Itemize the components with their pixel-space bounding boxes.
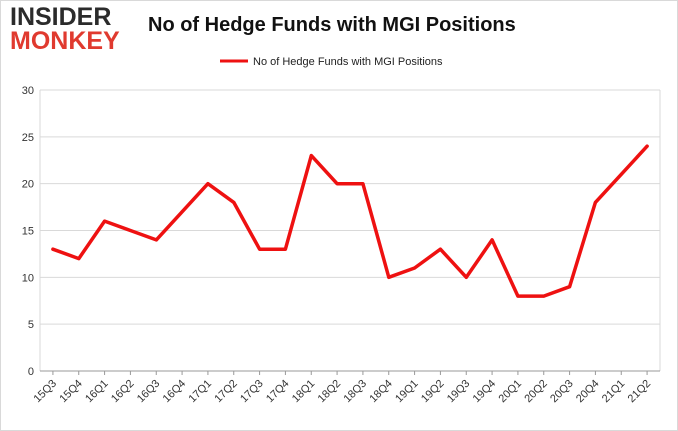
x-tick-label: 21Q2: [626, 378, 654, 406]
x-tick-label: 19Q3: [445, 378, 473, 406]
data-point: [464, 275, 468, 279]
x-tick-label: 16Q2: [109, 378, 137, 406]
x-tick-label: 15Q4: [57, 378, 85, 406]
x-tick-label: 17Q1: [187, 378, 215, 406]
insider-monkey-logo: INSIDER MONKEY: [10, 5, 128, 57]
y-tick-label: 0: [28, 366, 34, 378]
data-point: [516, 294, 520, 298]
x-tick-label: 20Q3: [548, 378, 576, 406]
data-point: [283, 247, 287, 251]
data-point: [438, 247, 442, 251]
data-point: [77, 257, 81, 261]
x-tick-label: 20Q4: [574, 378, 602, 406]
data-point: [387, 275, 391, 279]
data-point: [593, 200, 597, 204]
data-point: [180, 210, 184, 214]
x-tick-label: 17Q2: [212, 378, 240, 406]
data-point: [206, 182, 210, 186]
data-point: [619, 172, 623, 176]
data-point: [309, 154, 313, 158]
x-tick-label: 18Q1: [290, 378, 318, 406]
y-tick-label: 10: [22, 272, 34, 284]
data-point: [361, 182, 365, 186]
x-tick-label: 16Q3: [135, 378, 163, 406]
logo-line-2: MONKEY: [10, 27, 120, 55]
x-tick-label: 16Q4: [161, 378, 189, 406]
data-point: [232, 200, 236, 204]
data-point: [335, 182, 339, 186]
y-tick-label: 30: [22, 85, 34, 97]
x-tick-label: 20Q2: [522, 378, 550, 406]
x-tick-label: 15Q3: [32, 378, 60, 406]
data-point: [490, 238, 494, 242]
y-tick-label: 15: [22, 226, 34, 238]
x-tick-label: 18Q3: [342, 378, 370, 406]
data-point: [51, 247, 55, 251]
data-point: [568, 285, 572, 289]
x-tick-label: 19Q4: [471, 378, 499, 406]
data-point: [413, 266, 417, 270]
series-line: [51, 144, 649, 298]
logo-line-1: INSIDER: [10, 3, 112, 31]
x-tick-label: 18Q2: [316, 378, 344, 406]
data-point: [154, 238, 158, 242]
x-tick-label: 19Q2: [419, 378, 447, 406]
chart-title: No of Hedge Funds with MGI Positions: [148, 14, 516, 36]
y-tick-label: 20: [22, 179, 34, 191]
data-point: [103, 219, 107, 223]
data-point: [542, 294, 546, 298]
x-tick-label: 20Q1: [497, 378, 525, 406]
y-tick-label: 5: [28, 319, 34, 331]
x-tick-label: 21Q1: [600, 378, 628, 406]
x-tick-label: 16Q1: [83, 378, 111, 406]
x-tick-label: 17Q3: [238, 378, 266, 406]
y-tick-label: 25: [22, 132, 34, 144]
x-tick-label: 18Q4: [367, 378, 395, 406]
x-tick-label: 19Q1: [393, 378, 421, 406]
data-point: [258, 247, 262, 251]
legend-label: No of Hedge Funds with MGI Positions: [253, 56, 443, 68]
data-point: [645, 144, 649, 148]
data-point: [128, 229, 132, 232]
x-tick-label: 17Q4: [264, 378, 292, 406]
